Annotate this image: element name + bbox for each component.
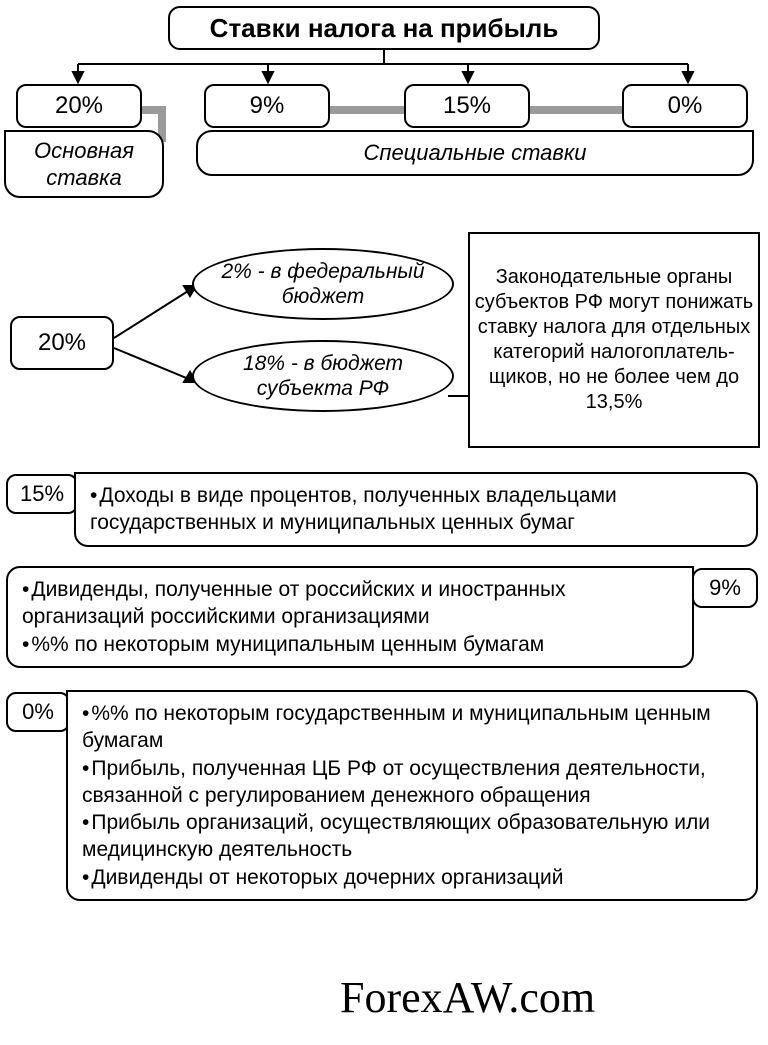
note-text: Законодательные органы субъектов РФ могу… (474, 265, 754, 415)
rate-0-value: 0% (668, 92, 703, 120)
note-box: Законодательные органы субъектов РФ могу… (468, 232, 760, 448)
ellipse-federal: 2% - в федеральный бюджет (192, 248, 454, 320)
rate-chip-9: 9% (204, 84, 330, 128)
group-label-special: Специальные ставки (196, 130, 754, 176)
rate15-value: 15% (20, 481, 64, 507)
rate15-chip: 15% (6, 474, 78, 514)
rate0-chip: 0% (6, 692, 70, 732)
rate0-item-2: Прибыль организаций, осуществляющих обра… (82, 809, 742, 864)
rate9-list: Дивиденды, полученные от российских и ин… (22, 576, 678, 658)
ellipse-regional: 18% - в бюджет субъекта РФ (192, 340, 454, 412)
footer-text: ForexAW.com (340, 972, 595, 1023)
rate9-value: 9% (709, 575, 741, 601)
rate-chip-15: 15% (404, 84, 530, 128)
rate0-desc: %% по некоторым государственным и муници… (66, 690, 758, 901)
group-main-text: Основная ставка (6, 137, 162, 192)
rate0-item-0: %% по некоторым государственным и муници… (82, 700, 742, 755)
rate15-desc: Доходы в виде процентов, полученных влад… (74, 472, 758, 547)
rate-chip-20: 20% (16, 84, 142, 128)
rate0-item-3: Дивиденды от некоторых дочерних организа… (82, 864, 742, 891)
rate0-value: 0% (22, 699, 54, 725)
group-special-text: Специальные ставки (363, 140, 586, 166)
rate9-desc: Дивиденды, полученные от российских и ин… (6, 566, 694, 668)
diagram-canvas: Ставки налога на прибыль 20% 9% 15% 0% (0, 0, 768, 1045)
rate0-list: %% по некоторым государственным и муници… (82, 700, 742, 891)
rate9-chip: 9% (692, 568, 758, 608)
rate-9-value: 9% (250, 92, 285, 120)
group-label-main: Основная ставка (4, 130, 164, 198)
rate-chip-0: 0% (622, 84, 748, 128)
note-connector (448, 395, 470, 397)
rate15-item-0: Доходы в виде процентов, полученных влад… (90, 482, 742, 537)
regional-text: 18% - в бюджет субъекта РФ (194, 351, 452, 401)
rate15-list: Доходы в виде процентов, полученных влад… (90, 482, 742, 537)
rate-20-value: 20% (55, 92, 103, 120)
rate9-item-1: %% по некоторым муниципальным ценным бум… (22, 631, 678, 658)
federal-text: 2% - в федеральный бюджет (194, 259, 452, 309)
rate9-item-0: Дивиденды, полученные от российских и ин… (22, 576, 678, 631)
rate0-item-1: Прибыль, полученная ЦБ РФ от осуществлен… (82, 755, 742, 810)
rate-15-value: 15% (443, 92, 491, 120)
